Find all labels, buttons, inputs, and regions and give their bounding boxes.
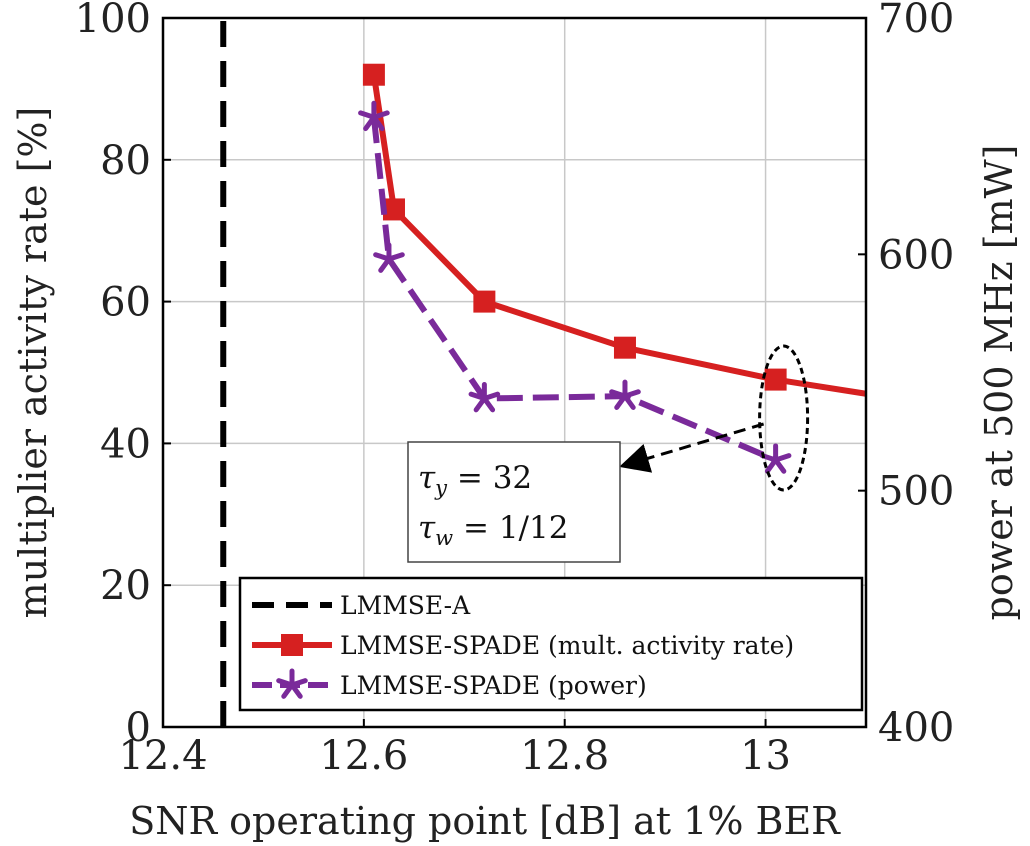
legend-label: LMMSE-SPADE (mult. activity rate) [340, 631, 794, 660]
x-tick-label: 12.4 [118, 733, 207, 779]
plot-frame [161, 16, 868, 729]
y-tick-label: 20 [100, 563, 151, 609]
legend-label: LMMSE-SPADE (power) [340, 671, 647, 700]
annotation-tau-y: τ [418, 460, 436, 496]
annotation-value-w: = 1/12 [453, 510, 568, 546]
y2-tick-label: 700 [878, 0, 954, 42]
y2-tick-label: 600 [878, 232, 954, 278]
series-line [370, 116, 777, 463]
annotation-line-1: τy = 32 [418, 460, 532, 500]
star-marker [609, 379, 641, 410]
annotation-line-2: τw = 1/12 [418, 510, 568, 550]
series-layer [220, 18, 867, 727]
legend-entry: LMMSE-A [252, 591, 471, 620]
y-tick-label: 40 [100, 421, 151, 467]
x-tick-label: 12.6 [319, 733, 408, 779]
y2-axis-label: power at 500 MHz [mW] [977, 145, 1021, 621]
y-tick-label: 0 [126, 705, 151, 751]
annotation-ellipse [758, 344, 810, 492]
y-tick-label: 60 [100, 280, 151, 326]
y-tick-label: 80 [100, 138, 151, 184]
legend-entry: LMMSE-SPADE (mult. activity rate) [252, 631, 794, 660]
series-lmmse-spade-mult-activity-rate [362, 63, 867, 397]
square-marker [382, 198, 405, 221]
annotation-tau-w: τ [418, 510, 436, 546]
tick-labels: 12.4 12.6 12.8 13 0 20 40 60 80 100 400 500 600 700 [75, 0, 955, 779]
star-marker [468, 381, 501, 413]
annotation-box [407, 441, 621, 563]
x-tick-label: 13 [740, 733, 791, 779]
y2-tick-label: 400 [878, 705, 954, 751]
annotation: τy = 32 τw = 1/12 [407, 344, 810, 563]
x-axis-label: SNR operating point [dB] at 1% BER [129, 799, 841, 843]
annotation-sub-w: w [435, 526, 453, 550]
square-marker [613, 336, 636, 359]
annotation-sub-y: y [434, 476, 448, 500]
annotation-value-y: = 32 [447, 460, 532, 496]
star-marker [373, 242, 405, 273]
legend: LMMSE-A LMMSE-SPADE (mult. activity rate)… [238, 576, 864, 712]
y-axis-label: multiplier activity rate [%] [11, 107, 55, 619]
square-marker [764, 368, 787, 391]
y-tick-label: 100 [75, 0, 151, 42]
legend-box [238, 576, 864, 712]
series-lmmse-spade-power [358, 100, 792, 474]
square-marker [281, 634, 303, 656]
star-marker [358, 100, 390, 132]
legend-label: LMMSE-A [340, 591, 471, 620]
star-marker [276, 668, 308, 699]
annotation-arrow [619, 422, 765, 473]
x-tick-label: 12.8 [520, 733, 609, 779]
square-marker [362, 63, 385, 86]
y2-tick-label: 500 [878, 469, 954, 515]
series-line [370, 74, 867, 397]
square-marker [473, 290, 496, 313]
legend-entry: LMMSE-SPADE (power) [252, 668, 647, 700]
